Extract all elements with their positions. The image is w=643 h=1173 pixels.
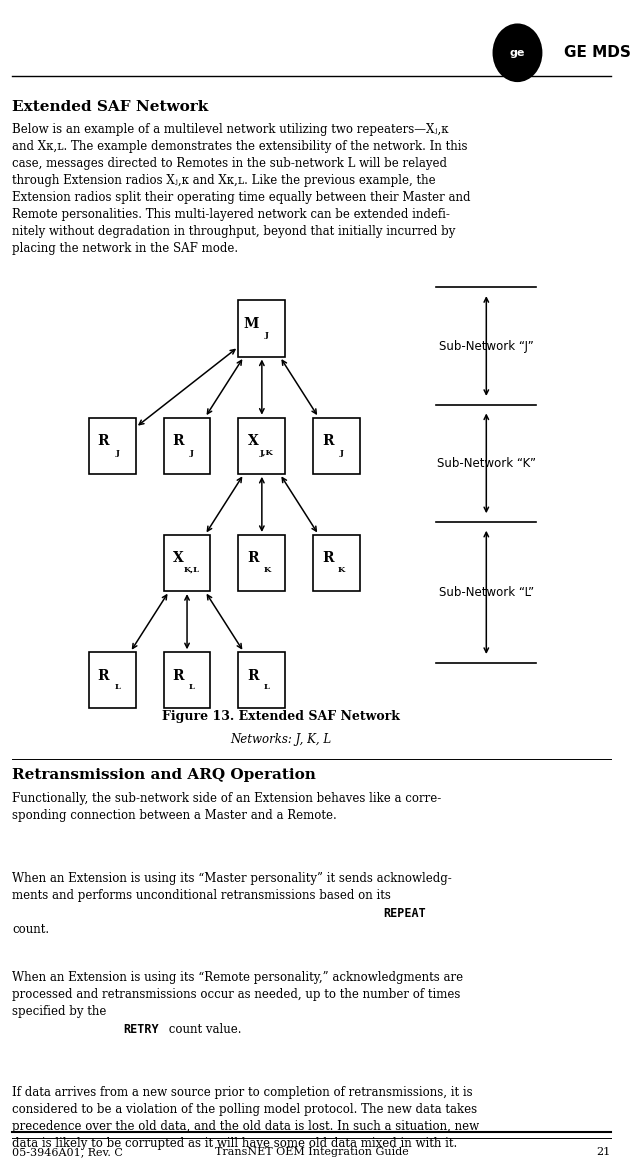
Text: R: R [322,551,334,565]
Text: ments and performs unconditional retransmissions based on its: ments and performs unconditional retrans… [12,907,395,920]
Text: R: R [172,434,184,448]
Text: When an Extension is using its “Master personality” it sends acknowledg-
ments a: When an Extension is using its “Master p… [12,872,452,902]
Text: L: L [114,684,120,691]
Text: R: R [172,669,184,683]
Text: R: R [98,669,109,683]
Text: GE MDS: GE MDS [565,46,631,60]
Ellipse shape [493,23,543,82]
Text: 05-3946A01, Rev. C: 05-3946A01, Rev. C [12,1147,123,1158]
Text: When an Extension is using its “Remote personality,” acknowledgments are
process: When an Extension is using its “Remote p… [12,971,464,1018]
Text: M: M [243,317,258,331]
Text: Sub-Network “J”: Sub-Network “J” [439,339,534,353]
Text: Sub-Network “L”: Sub-Network “L” [439,585,534,599]
Text: Extended SAF Network: Extended SAF Network [12,100,209,114]
Text: K,L: K,L [184,567,200,574]
FancyBboxPatch shape [164,418,210,474]
Text: L: L [264,684,270,691]
FancyBboxPatch shape [239,535,285,591]
FancyBboxPatch shape [164,535,210,591]
FancyBboxPatch shape [239,652,285,708]
FancyBboxPatch shape [313,535,360,591]
Text: L: L [189,684,195,691]
Text: count.: count. [12,923,50,936]
Text: J: J [190,449,194,456]
Text: J,K: J,K [260,449,274,456]
Text: Functionally, the sub-network side of an Extension behaves like a corre-
spondin: Functionally, the sub-network side of an… [12,792,442,822]
FancyBboxPatch shape [313,418,360,474]
Text: TransNET OEM Integration Guide: TransNET OEM Integration Guide [215,1147,408,1158]
Text: count value.: count value. [165,1023,242,1036]
Text: REPEAT: REPEAT [383,907,426,920]
Text: K: K [263,567,271,574]
FancyBboxPatch shape [89,652,136,708]
Text: Below is an example of a multilevel network utilizing two repeaters—Xⱼ,ᴋ
and Xᴋ,: Below is an example of a multilevel netw… [12,123,471,256]
Text: Retransmission and ARQ Operation: Retransmission and ARQ Operation [12,768,316,782]
Text: R: R [98,434,109,448]
FancyBboxPatch shape [239,300,285,357]
Text: Figure 13. Extended SAF Network: Figure 13. Extended SAF Network [161,710,399,723]
Text: Sub-Network “K”: Sub-Network “K” [437,456,536,470]
Text: R: R [322,434,334,448]
Text: J: J [340,449,343,456]
Text: X: X [248,434,258,448]
Text: 21: 21 [597,1147,611,1158]
Text: K: K [338,567,345,574]
Text: If data arrives from a new source prior to completion of retransmissions, it is
: If data arrives from a new source prior … [12,1086,480,1151]
Text: J: J [265,332,269,339]
FancyBboxPatch shape [89,418,136,474]
Text: RETRY: RETRY [123,1023,159,1036]
FancyBboxPatch shape [164,652,210,708]
Text: X: X [173,551,184,565]
Text: J: J [115,449,119,456]
Text: ge: ge [510,48,525,57]
Text: R: R [248,551,258,565]
FancyBboxPatch shape [239,418,285,474]
Text: R: R [248,669,258,683]
Text: Networks: J, K, L: Networks: J, K, L [230,733,331,746]
